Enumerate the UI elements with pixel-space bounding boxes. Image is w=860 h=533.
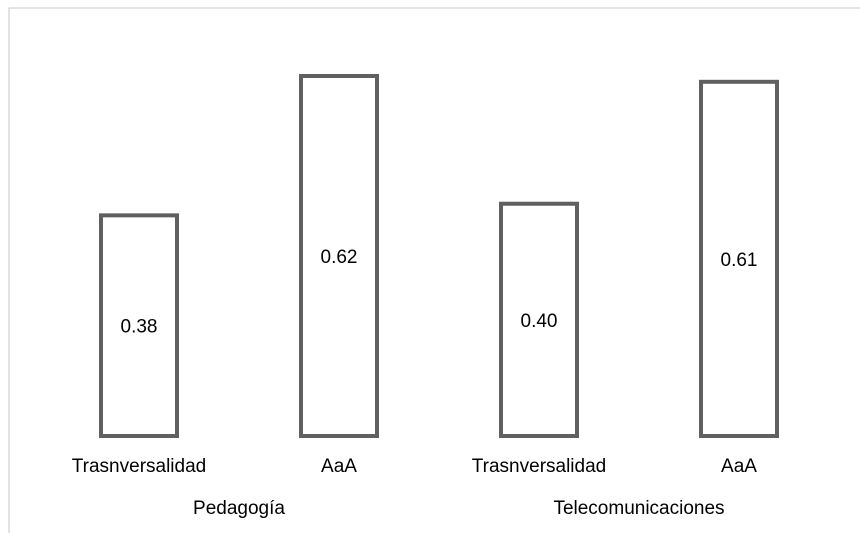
category-tick-label: Trasnversalidad xyxy=(72,456,206,477)
group-label: Pedagogía xyxy=(193,498,285,519)
category-tick-label: AaA xyxy=(721,456,757,477)
data-label: 0.62 xyxy=(321,247,358,268)
bar-1-2 xyxy=(299,74,379,438)
data-label: 0.40 xyxy=(521,311,558,332)
bar-2-2 xyxy=(699,79,779,438)
category-tick-label: Trasnversalidad xyxy=(472,456,606,477)
bar-1-1 xyxy=(99,213,179,438)
labels: 0.38 Trasnversalidad 0.62 AaA Pedagogía 0.40 T… xyxy=(72,247,758,519)
bar-2-1 xyxy=(499,201,579,438)
data-label: 0.38 xyxy=(121,317,158,338)
data-label: 0.61 xyxy=(721,250,758,271)
category-tick-label: AaA xyxy=(321,456,357,477)
group-label: Telecomunicaciones xyxy=(553,498,724,519)
chart-border xyxy=(8,7,860,533)
bars xyxy=(99,74,779,438)
